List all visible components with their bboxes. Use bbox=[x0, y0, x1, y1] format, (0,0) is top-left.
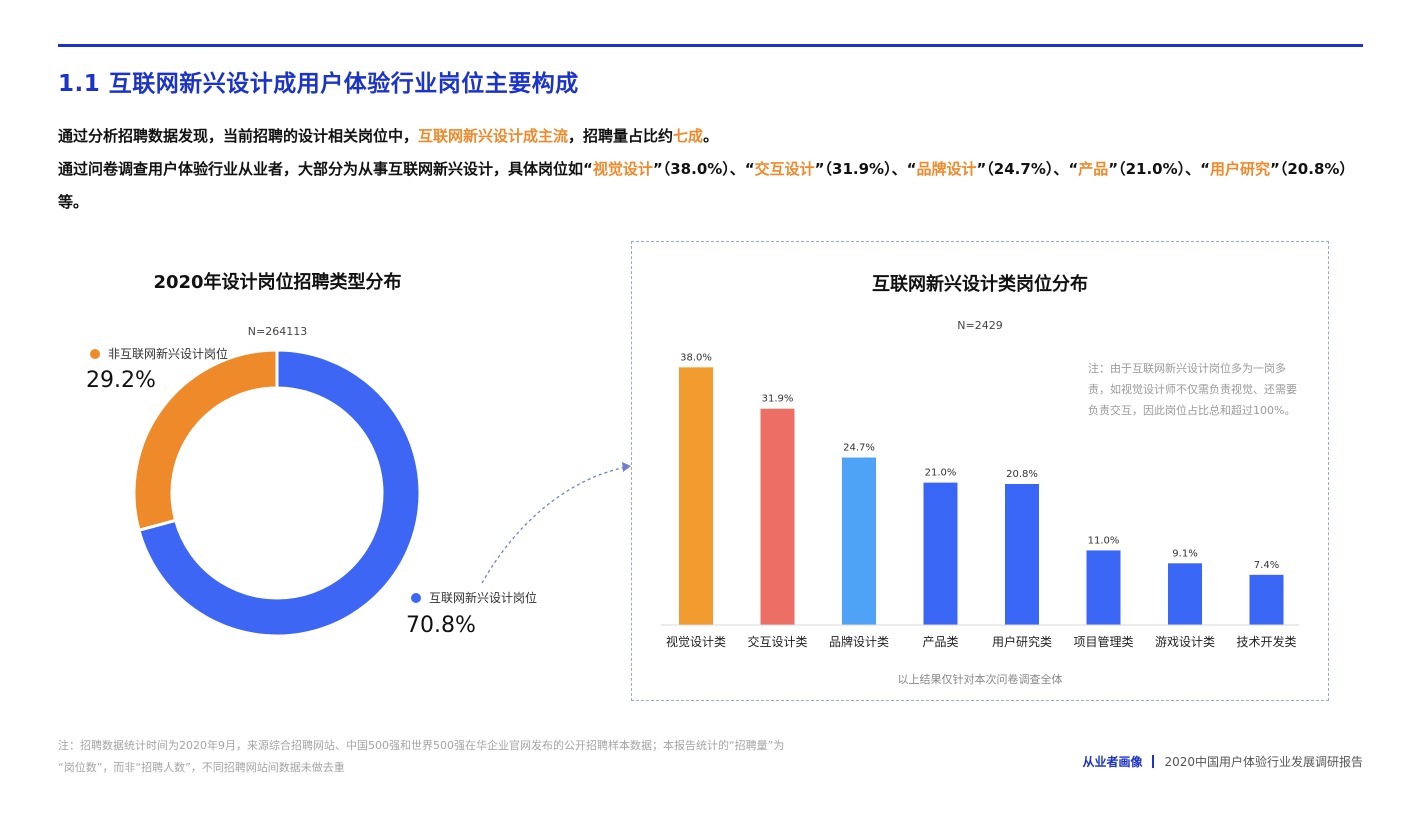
intro-highlight: 产品 bbox=[1078, 160, 1109, 178]
bar-sample-size: N=2429 bbox=[957, 319, 1003, 332]
intro-highlight: 交互设计 bbox=[754, 160, 815, 178]
bar-category-label: 交互设计类 bbox=[747, 634, 807, 649]
intro-text-segment: ”（31.9%）、“ bbox=[814, 160, 917, 178]
intro-line-1: 通过分析招聘数据发现，当前招聘的设计相关岗位中，互联网新兴设计成主流，招聘量占比… bbox=[58, 120, 1368, 153]
donut-chart-title: 2020年设计岗位招聘类型分布 bbox=[153, 272, 402, 293]
bar-4 bbox=[923, 482, 958, 625]
bar-value-label: 38.0% bbox=[680, 352, 712, 363]
legend-blue-dot bbox=[411, 592, 421, 603]
bar-value-label: 20.8% bbox=[1006, 469, 1038, 480]
connector-arrow bbox=[481, 462, 631, 584]
bar-chart: 38.0% 视觉设计类 31.9% 交互设计类 24.7% 品牌设计类 21.0% 产品类 20… bbox=[661, 352, 1299, 649]
bar-7 bbox=[1168, 563, 1202, 625]
bar-2 bbox=[760, 408, 795, 625]
intro-highlight: 七成 bbox=[673, 127, 704, 145]
bar-category-label: 品牌设计类 bbox=[829, 635, 889, 649]
legend-non-internet: 非互联网新兴设计岗位 bbox=[90, 345, 228, 362]
legend-internet-label: 互联网新兴设计岗位 bbox=[429, 591, 538, 605]
bar-value-label: 7.4% bbox=[1254, 560, 1279, 571]
donut-orange-percent: 29.2% bbox=[86, 368, 156, 393]
intro-highlight: 用户研究 bbox=[1210, 160, 1271, 178]
donut-slice-internet bbox=[137, 348, 422, 638]
bar-6 bbox=[1086, 550, 1121, 625]
section-name: 从业者画像 bbox=[1082, 755, 1143, 769]
bar-value-label: 11.0% bbox=[1088, 535, 1120, 546]
bar-category-label: 游戏设计类 bbox=[1155, 635, 1215, 649]
intro-text-segment: ，招聘量占比约 bbox=[568, 127, 674, 145]
bar-8 bbox=[1249, 574, 1284, 625]
intro-text-segment: 通过问卷调查用户体验行业从业者，大部分为从事互联网新兴设计，具体岗位如“ bbox=[58, 160, 593, 178]
bar-value-label: 24.7% bbox=[843, 443, 875, 454]
intro-highlight: 视觉设计 bbox=[592, 160, 653, 178]
bar-category-label: 产品类 bbox=[922, 635, 958, 649]
legend-non-internet-label: 非互联网新兴设计岗位 bbox=[108, 347, 229, 361]
donut-chart bbox=[132, 348, 422, 638]
bar-chart-note: 注：由于互联网新兴设计岗位多为一岗多责，如视觉设计师不仅需负责视觉、还需要负责交… bbox=[1088, 362, 1297, 417]
intro-text-segment: ”（20.8%）等。 bbox=[58, 160, 1355, 211]
intro-text-segment: 。 bbox=[703, 127, 719, 145]
bar-category-label: 用户研究类 bbox=[992, 634, 1052, 649]
intro-text-segment: ”（38.0%）、“ bbox=[652, 160, 755, 178]
report-brand: 从业者画像 2020中国用户体验行业发展调研报告 bbox=[1082, 753, 1363, 770]
bar-5 bbox=[1005, 483, 1039, 625]
bar-value-label: 21.0% bbox=[925, 468, 957, 479]
donut-blue-percent: 70.8% bbox=[406, 613, 476, 638]
report-name: 2020中国用户体验行业发展调研报告 bbox=[1164, 755, 1363, 769]
footnote-line-2: “岗位数”，而非“招聘人数”，不同招聘网站间数据未做去重 bbox=[58, 761, 345, 774]
bar-value-label: 31.9% bbox=[762, 394, 794, 405]
page-title: 1.1 互联网新兴设计成用户体验行业岗位主要构成 bbox=[58, 71, 579, 97]
top-rule bbox=[58, 44, 1363, 47]
legend-orange-dot bbox=[90, 348, 100, 359]
intro-text-segment: 通过分析招聘数据发现，当前招聘的设计相关岗位中， bbox=[58, 127, 419, 145]
bar-3 bbox=[842, 457, 876, 625]
bar-category-label: 视觉设计类 bbox=[666, 634, 726, 649]
bar-chart-title: 互联网新兴设计类岗位分布 bbox=[872, 274, 1088, 295]
footnote-line-1: 注：招聘数据统计时间为2020年9月，来源综合招聘网站、中国500强和世界500… bbox=[58, 739, 785, 752]
donut-sample-size: N=264113 bbox=[247, 325, 308, 338]
bar-1 bbox=[679, 367, 713, 625]
bar-value-label: 9.1% bbox=[1172, 548, 1197, 559]
intro-highlight: 品牌设计 bbox=[916, 160, 977, 178]
brand-separator bbox=[1152, 755, 1155, 768]
intro-highlight: 互联网新兴设计成主流 bbox=[418, 127, 569, 145]
bar-chart-frame bbox=[631, 241, 1329, 701]
intro-text-segment: ”（24.7%）、“ bbox=[976, 160, 1079, 178]
intro-text: 通过分析招聘数据发现，当前招聘的设计相关岗位中，互联网新兴设计成主流，招聘量占比… bbox=[58, 120, 1368, 219]
legend-internet: 互联网新兴设计岗位 bbox=[411, 589, 537, 606]
bar-category-label: 项目管理类 bbox=[1073, 634, 1133, 649]
bar-category-label: 技术开发类 bbox=[1236, 634, 1296, 649]
footnote: 注：招聘数据统计时间为2020年9月，来源综合招聘网站、中国500强和世界500… bbox=[58, 735, 878, 779]
intro-text-segment: ”（21.0%）、“ bbox=[1108, 160, 1210, 178]
bar-chart-footer: 以上结果仅针对本次问卷调查全体 bbox=[897, 673, 1063, 686]
intro-line-2: 通过问卷调查用户体验行业从业者，大部分为从事互联网新兴设计，具体岗位如“视觉设计… bbox=[58, 153, 1368, 219]
